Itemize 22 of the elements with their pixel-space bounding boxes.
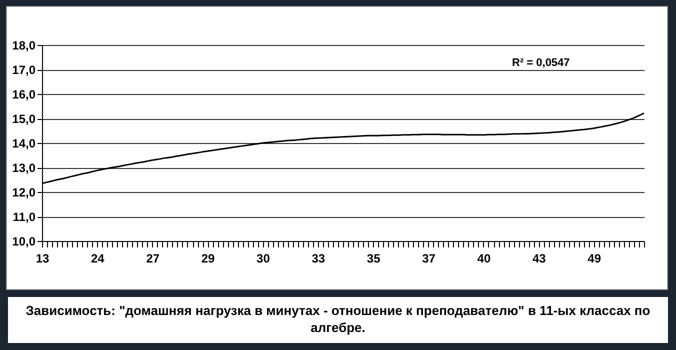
x-tick-label: 37 (422, 252, 436, 266)
x-tick-label: 43 (532, 252, 546, 266)
x-tick-label: 24 (91, 252, 105, 266)
x-tick-label: 49 (588, 252, 602, 266)
x-tick-label: 33 (312, 252, 326, 266)
x-tick-label: 27 (146, 252, 160, 266)
text: Зависимость: "домашняя нагрузка в минутах - отношение к преподавателю" в 11-ых классах по алгебре. (8, 297, 668, 343)
y-tick-label: 12,0 (12, 186, 36, 200)
annotation: R² = 0,0547 (512, 57, 570, 69)
y-tick-label: 11,0 (12, 210, 36, 224)
y-tick-label: 17,0 (12, 63, 36, 77)
x-tick-label: 40 (477, 252, 491, 266)
x-tick-label: 29 (201, 252, 216, 266)
x-tick-label: 30 (256, 252, 270, 266)
y-tick-label: 15,0 (12, 112, 36, 126)
y-tick-label: 18,0 (12, 38, 36, 52)
x-tick-label: 35 (366, 252, 381, 266)
x-tick-label: 13 (36, 252, 50, 266)
y-tick-label: 10,0 (12, 234, 36, 248)
y-tick-label: 13,0 (12, 161, 36, 175)
y-tick-label: 16,0 (12, 88, 36, 102)
y-tick-label: 14,0 (12, 136, 36, 150)
